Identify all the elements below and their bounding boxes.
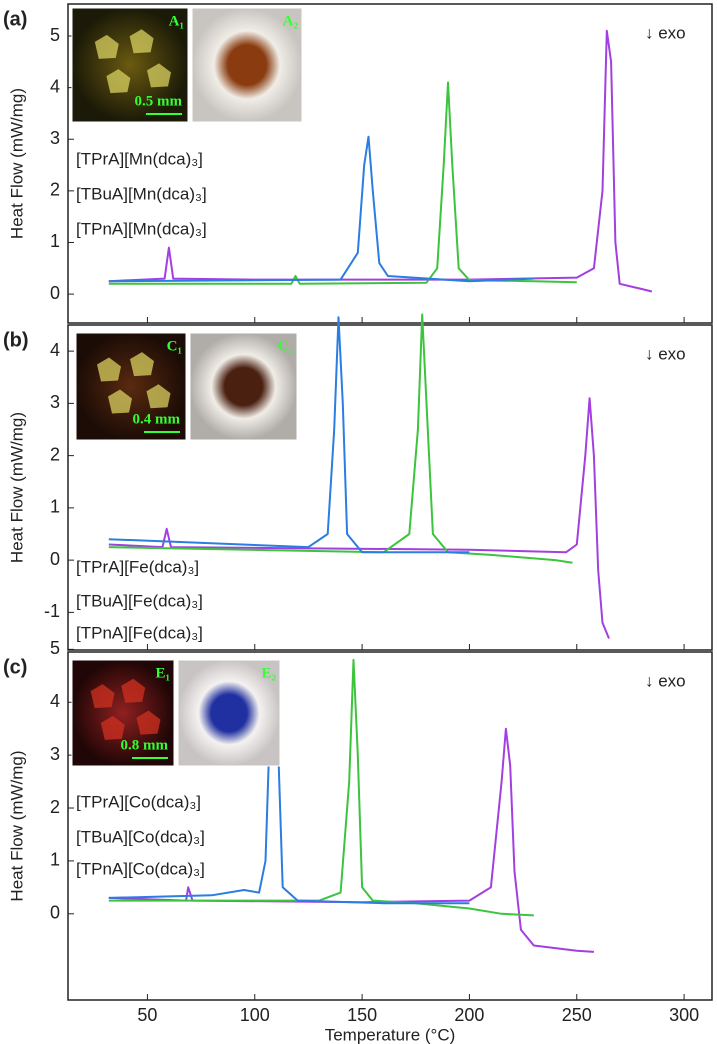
y-tick-label: 1 [50, 497, 60, 517]
y-tick-label: 4 [50, 76, 60, 96]
legend-label: [TPnA][Fe(dca)₃] [76, 623, 203, 642]
y-tick-label: 0 [50, 283, 60, 303]
panel-label: (b) [3, 329, 29, 351]
x-tick-label: 250 [562, 1005, 592, 1025]
inset-photo [191, 7, 303, 123]
y-tick-label: -1 [44, 601, 60, 621]
x-tick-label: 50 [137, 1005, 157, 1025]
series-line [108, 727, 594, 953]
crystal [146, 384, 171, 409]
x-tick-label: 200 [454, 1005, 484, 1025]
y-tick-label: 2 [50, 180, 60, 200]
inset-photo [75, 332, 187, 441]
y-tick-label: 1 [50, 850, 60, 870]
crystal [147, 63, 171, 88]
legend-label: [TPrA][Co(dca)₃] [76, 792, 201, 811]
y-tick-label: 4 [50, 691, 60, 711]
crystal [121, 678, 146, 703]
series-line [108, 29, 653, 293]
series-line [108, 135, 534, 283]
inset-label: A₁ [169, 13, 184, 29]
inset-label: C₂ [278, 338, 294, 354]
crystal [90, 684, 115, 709]
inset-photo [177, 659, 281, 767]
series-line [108, 313, 573, 564]
y-tick-label: 3 [50, 744, 60, 764]
y-tick-label: 3 [50, 392, 60, 412]
inset-label: A₂ [283, 13, 299, 29]
crystal [129, 29, 154, 54]
annotation: ↓ exo [645, 23, 686, 42]
legend-label: [TPrA][Fe(dca)₃] [76, 557, 199, 576]
inset-label: E₂ [261, 665, 276, 681]
inset-label: C₁ [167, 338, 182, 354]
y-tick-label: 5 [50, 638, 60, 658]
annotation: ↓ exo [645, 344, 686, 363]
crystal [108, 389, 132, 414]
panel-label: (c) [3, 656, 27, 678]
y-tick-label: 0 [50, 903, 60, 923]
y-axis-label: Heat Flow (mW/mg) [7, 412, 26, 563]
x-tick-label: 150 [347, 1005, 377, 1025]
crystal [136, 710, 161, 735]
crystal [94, 34, 119, 59]
series-line [108, 397, 610, 639]
y-axis-label: Heat Flow (mW/mg) [7, 750, 26, 901]
legend-label: [TPrA][Mn(dca)₃] [76, 149, 203, 168]
y-tick-label: 2 [50, 444, 60, 464]
y-tick-label: 1 [50, 231, 60, 251]
series-line [108, 316, 470, 554]
plot-frame [67, 651, 713, 1001]
crystal [97, 357, 121, 382]
inset-photo [71, 659, 175, 767]
inset-photo [71, 7, 189, 123]
annotation: ↓ exo [645, 671, 686, 690]
legend-label: [TBuA][Mn(dca)₃] [76, 184, 207, 203]
y-tick-label: 3 [50, 128, 60, 148]
y-tick-label: 4 [50, 340, 60, 360]
inset-label: E₁ [155, 665, 170, 681]
series-line [108, 658, 534, 917]
crystal [100, 715, 125, 740]
y-tick-label: 5 [50, 25, 60, 45]
legend-label: [TPnA][Mn(dca)₃] [76, 219, 207, 238]
y-tick-label: 0 [50, 549, 60, 569]
x-axis-label: Temperature (°C) [325, 1025, 456, 1044]
panel-label: (a) [3, 8, 27, 30]
scale-label: 0.8 mm [121, 737, 169, 753]
crystal [130, 352, 154, 377]
legend-label: [TPnA][Co(dca)₃] [76, 859, 205, 878]
y-axis-label: Heat Flow (mW/mg) [7, 88, 26, 239]
legend-label: [TBuA][Fe(dca)₃] [76, 591, 203, 610]
plot-frame [67, 324, 713, 651]
y-tick-label: 2 [50, 797, 60, 817]
crystal [106, 69, 131, 94]
x-tick-label: 100 [240, 1005, 270, 1025]
scale-label: 0.5 mm [135, 93, 183, 109]
x-tick-label: 300 [669, 1005, 699, 1025]
scale-label: 0.4 mm [133, 411, 181, 427]
inset-photo [189, 332, 298, 441]
legend-label: [TBuA][Co(dca)₃] [76, 827, 205, 846]
plot-frame [67, 3, 713, 324]
